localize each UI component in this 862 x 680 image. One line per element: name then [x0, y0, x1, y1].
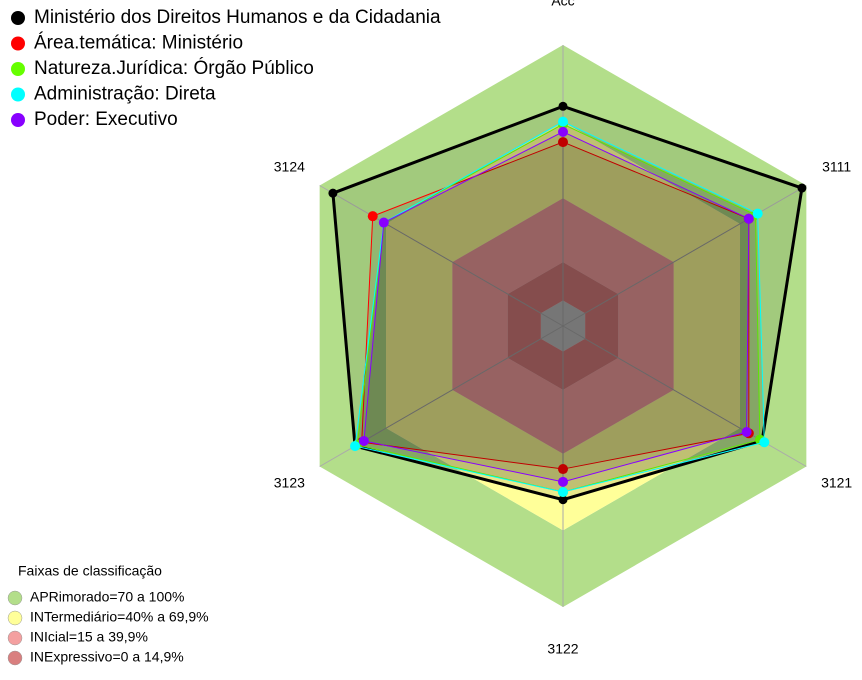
series-point — [378, 217, 389, 228]
axis-line — [562, 185, 807, 327]
bands-title: Faixas de classificação — [18, 563, 162, 579]
series-point — [558, 487, 568, 498]
band — [507, 262, 619, 390]
axis-label: Acc — [551, 0, 574, 9]
axis-label: 3123 — [274, 475, 305, 491]
legend-label: Ministério dos Direitos Humanos e da Cid… — [34, 7, 441, 28]
band-legend-marker — [7, 590, 23, 606]
legend-label: Poder: Executivo — [34, 109, 178, 130]
series-point — [367, 211, 378, 222]
axis-line — [319, 185, 564, 327]
series-point — [558, 476, 568, 487]
series-point — [797, 183, 807, 193]
band-legend-marker — [7, 610, 23, 626]
series-point — [558, 116, 568, 127]
band — [319, 45, 807, 607]
series-point — [558, 137, 568, 148]
band-legend-label: INIcial=15 a 39,9% — [30, 629, 148, 645]
series-point — [350, 441, 361, 452]
axis-label: 3124 — [274, 159, 305, 175]
axis-label: 3111 — [822, 159, 851, 175]
series-point — [759, 437, 770, 448]
band-legend-marker — [7, 630, 23, 646]
series-point — [741, 427, 752, 438]
series-point — [743, 213, 754, 224]
legend-label: Área.temática: Ministério — [34, 33, 243, 54]
series-point — [558, 101, 568, 111]
series-point — [558, 126, 568, 137]
series-point — [752, 208, 763, 219]
series-point — [328, 188, 338, 198]
series-point — [358, 435, 369, 446]
axis-label: 3122 — [547, 641, 578, 657]
axis-label: 3121 — [821, 475, 852, 491]
legend-marker — [11, 36, 25, 51]
series-point — [558, 495, 568, 505]
band — [386, 121, 740, 531]
band-legend-marker — [7, 650, 23, 666]
legend-label: Administração: Direta — [34, 84, 216, 105]
legend-marker — [11, 11, 25, 25]
band-legend-label: INExpressivo=0 a 14,9% — [30, 649, 184, 665]
band-legend-label: INTermediário=40% a 69,9% — [30, 609, 209, 625]
legend-marker — [11, 113, 25, 127]
series-point — [558, 464, 568, 475]
band — [452, 198, 674, 454]
legend-label: Natureza.Jurídica: Órgão Público — [34, 57, 314, 79]
band-legend-label: APRimorado=70 a 100% — [30, 589, 185, 605]
legend-marker — [11, 62, 25, 76]
legend-marker — [11, 87, 25, 102]
